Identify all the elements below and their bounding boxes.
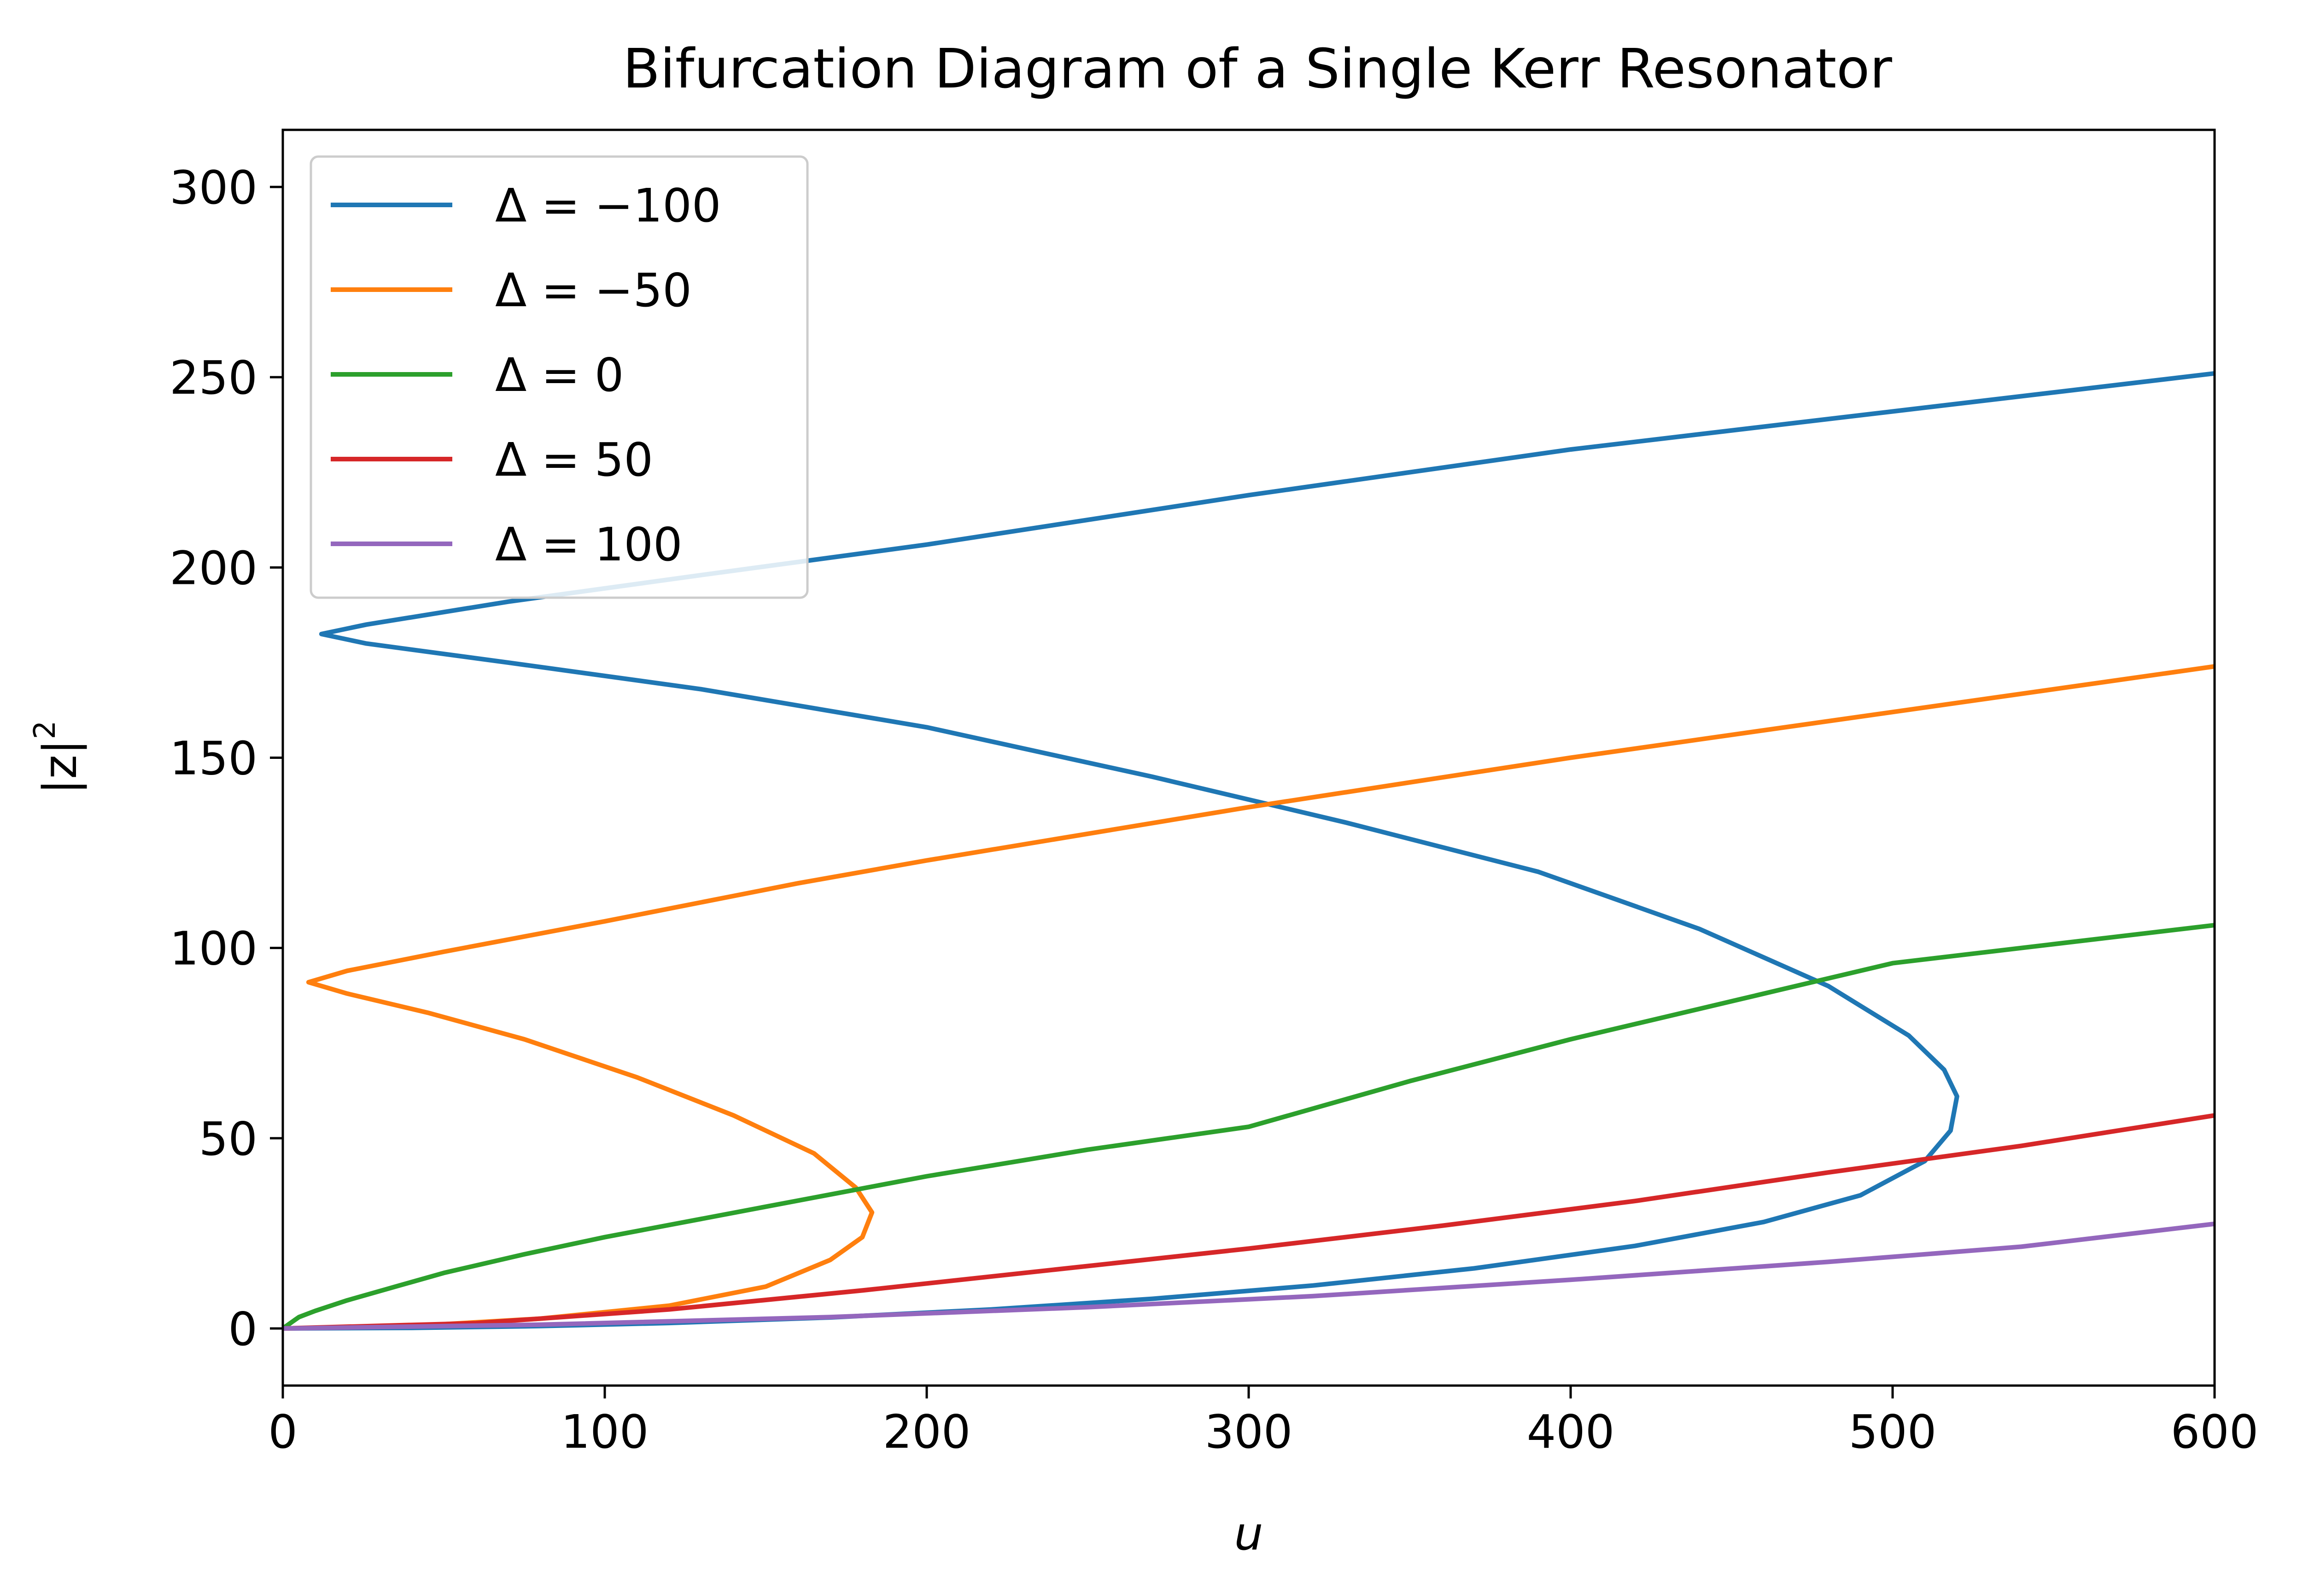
x-axis: 0 100 200 300 400 500 600 <box>268 1386 2258 1459</box>
y-axis-label: |z|2 <box>28 721 87 795</box>
y-tick-label: 300 <box>170 161 257 215</box>
x-axis-label: u <box>1234 1507 1263 1561</box>
y-tick-label: 250 <box>170 351 257 405</box>
y-axis: 0 50 100 150 200 250 300 <box>170 161 283 1356</box>
legend-label-3: Δ = 50 <box>495 433 653 487</box>
series-line-3 <box>283 1113 2215 1331</box>
legend-label-prefix: Δ = <box>495 263 595 317</box>
x-tick-label: 300 <box>1205 1405 1293 1459</box>
legend-label-prefix: Δ = <box>495 433 595 487</box>
legend-label-value: −100 <box>595 179 721 233</box>
y-tick-label: 0 <box>228 1302 257 1356</box>
legend-label-0: Δ = −100 <box>495 179 721 233</box>
y-tick-label: 50 <box>199 1112 257 1166</box>
legend-label-1: Δ = −50 <box>495 263 692 317</box>
chart-title: Bifurcation Diagram of a Single Kerr Res… <box>623 37 1892 100</box>
x-tick-label: 100 <box>561 1405 649 1459</box>
x-tick-label: 500 <box>1849 1405 1937 1459</box>
x-tick-label: 0 <box>268 1405 298 1459</box>
x-tick-label: 400 <box>1527 1405 1615 1459</box>
legend-label-2: Δ = 0 <box>495 348 624 402</box>
legend-label-prefix: Δ = <box>495 348 595 402</box>
y-tick-label: 150 <box>170 732 257 786</box>
legend-box <box>310 155 809 599</box>
y-axis-label-superscript: 2 <box>28 721 62 740</box>
legend-label-value: 0 <box>595 348 624 402</box>
series-line-1 <box>283 664 2215 1331</box>
legend-label-value: 100 <box>595 518 683 571</box>
legend-label-4: Δ = 100 <box>495 518 683 571</box>
legend-label-value: −50 <box>595 263 692 317</box>
y-tick-label: 200 <box>170 541 257 595</box>
series-line-4 <box>283 1221 2215 1331</box>
series-line-2 <box>283 923 2215 1332</box>
y-axis-label-base: |z| <box>33 739 87 794</box>
y-tick-label: 100 <box>170 922 257 976</box>
legend-label-value: 50 <box>595 433 653 487</box>
x-tick-label: 200 <box>883 1405 971 1459</box>
legend-label-prefix: Δ = <box>495 518 595 571</box>
legend-label-prefix: Δ = <box>495 179 595 233</box>
x-tick-label: 600 <box>2171 1405 2259 1459</box>
